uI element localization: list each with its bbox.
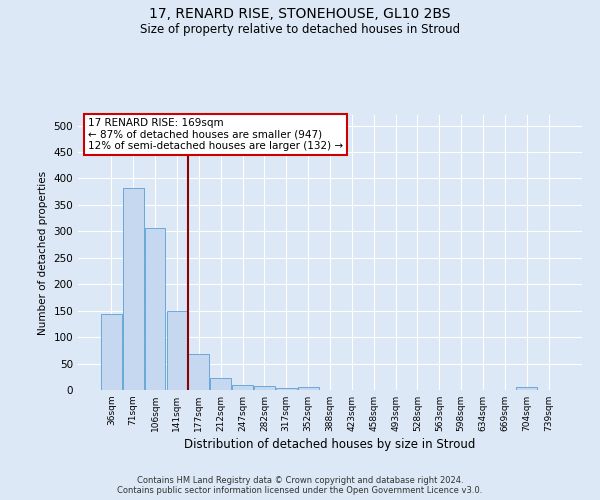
Bar [254,386,275,390]
Bar [210,378,231,390]
Bar [101,314,122,390]
Bar [517,388,537,390]
Bar [145,228,166,390]
Bar [123,188,143,390]
Text: 17, RENARD RISE, STONEHOUSE, GL10 2BS: 17, RENARD RISE, STONEHOUSE, GL10 2BS [149,8,451,22]
Bar [298,388,319,390]
Text: Size of property relative to detached houses in Stroud: Size of property relative to detached ho… [140,22,460,36]
Bar [276,388,296,390]
Y-axis label: Number of detached properties: Number of detached properties [38,170,48,334]
Text: Contains HM Land Registry data © Crown copyright and database right 2024.
Contai: Contains HM Land Registry data © Crown c… [118,476,482,495]
Text: 17 RENARD RISE: 169sqm
← 87% of detached houses are smaller (947)
12% of semi-de: 17 RENARD RISE: 169sqm ← 87% of detached… [88,118,343,151]
Bar [167,311,187,390]
Bar [232,384,253,390]
Bar [188,354,209,390]
X-axis label: Distribution of detached houses by size in Stroud: Distribution of detached houses by size … [184,438,476,451]
